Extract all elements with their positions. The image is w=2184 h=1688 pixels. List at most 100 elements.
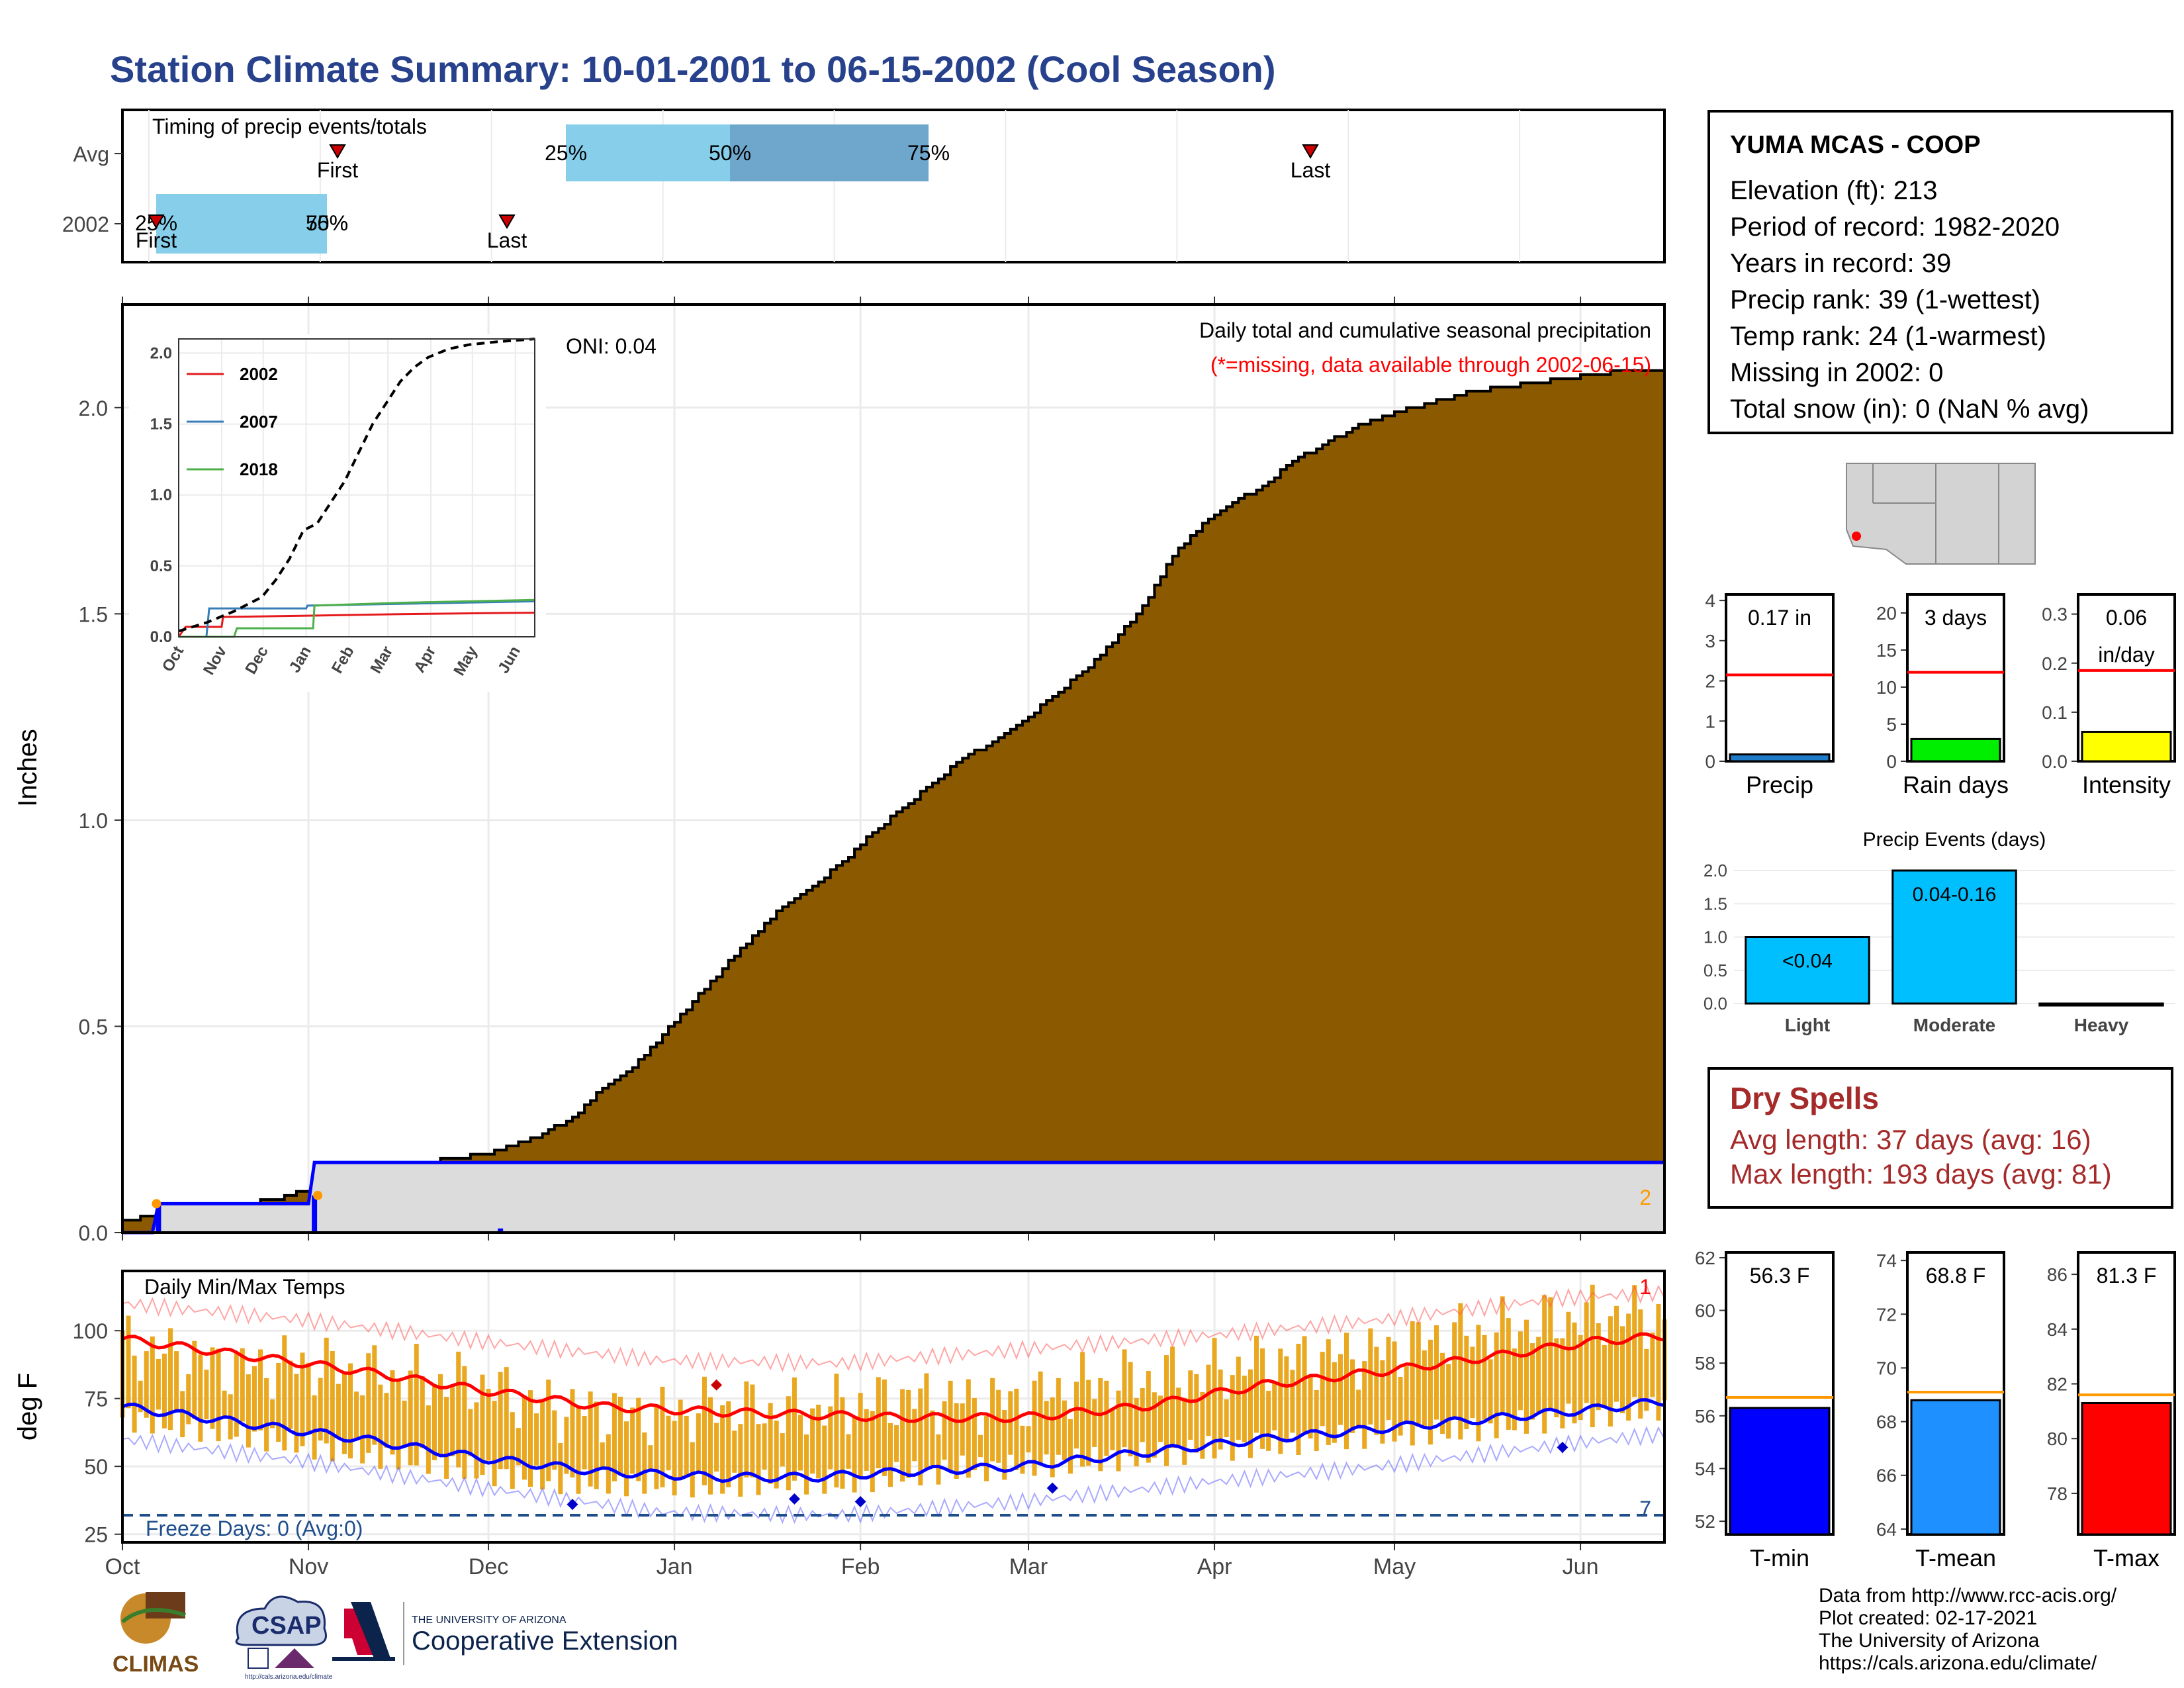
inset-legend-label: 2018 bbox=[240, 459, 278, 479]
timing-row-label: 2002 bbox=[62, 212, 109, 236]
temps-daily-bar bbox=[972, 1397, 977, 1471]
ua-big-text: Cooperative Extension bbox=[412, 1626, 678, 1656]
temp-small-panel-ytick-label: 58 bbox=[1695, 1353, 1715, 1374]
temps-daily-bar bbox=[1116, 1390, 1121, 1472]
temp-small-panel-name: T-max bbox=[2093, 1544, 2160, 1571]
temps-xtick-label: Apr bbox=[1197, 1554, 1232, 1579]
temps-daily-bar bbox=[912, 1409, 917, 1462]
temp-small-panel-ytick-label: 56 bbox=[1695, 1406, 1715, 1427]
precip-small-panel-ytick-label: 0.0 bbox=[2042, 751, 2068, 772]
temps-daily-bar bbox=[366, 1353, 371, 1453]
temps-daily-bar bbox=[354, 1391, 359, 1439]
temps-daily-bar bbox=[834, 1374, 839, 1488]
precip-small-panel-name: Intensity bbox=[2082, 771, 2171, 798]
dry-spells-box: Dry Spells Avg length: 37 days (avg: 16)… bbox=[1707, 1067, 2173, 1209]
temps-daily-bar bbox=[1650, 1332, 1655, 1397]
temps-daily-bar bbox=[474, 1402, 479, 1479]
temps-daily-bar bbox=[546, 1380, 551, 1481]
temps-daily-bar bbox=[1308, 1377, 1313, 1439]
temps-daily-bar bbox=[1278, 1348, 1283, 1454]
temps-daily-bar bbox=[1374, 1346, 1379, 1435]
temps-daily-bar bbox=[1470, 1346, 1475, 1419]
precip-annotation-missing: (*=missing, data available through 2002-… bbox=[1210, 353, 1651, 377]
timing-2002-first-label: First bbox=[136, 228, 177, 252]
temp-small-panel-bar bbox=[2081, 1401, 2172, 1536]
temps-daily-bar bbox=[1008, 1391, 1013, 1455]
temps-ylabel: deg F bbox=[13, 1373, 42, 1440]
temps-daily-bar bbox=[1554, 1338, 1559, 1418]
temps-daily-bar bbox=[570, 1389, 575, 1477]
temps-xtick-label: May bbox=[1373, 1554, 1416, 1579]
temps-daily-bar bbox=[876, 1377, 881, 1469]
inset-ytick-label: 2.0 bbox=[150, 344, 172, 362]
temp-small-panel-name: T-min bbox=[1750, 1544, 1809, 1571]
temps-daily-bar bbox=[1500, 1296, 1505, 1413]
temps-daily-bar bbox=[642, 1432, 647, 1494]
station-info-line: Temp rank: 24 (1-warmest) bbox=[1730, 322, 2046, 351]
precip-small-panel-value-label: 3 days bbox=[1925, 606, 1987, 630]
temps-daily-bar bbox=[840, 1397, 845, 1489]
csap-url: http://cals.arizona.edu/climate bbox=[245, 1673, 333, 1681]
temps-daily-bar bbox=[216, 1348, 221, 1442]
temps-daily-bar bbox=[714, 1423, 719, 1472]
precip-daily-bar bbox=[312, 1195, 318, 1233]
temps-daily-bar bbox=[732, 1430, 737, 1473]
precip-small-panel-name: Rain days bbox=[1903, 771, 2009, 798]
csap-logo: CSAP http://cals.arizona.edu/climate bbox=[235, 1595, 333, 1681]
temps-daily-bar bbox=[300, 1352, 305, 1446]
temps-daily-bar bbox=[1182, 1397, 1187, 1465]
temps-panel-title: Daily Min/Max Temps bbox=[144, 1275, 345, 1299]
temps-corner-bottom-label: 7 bbox=[1639, 1497, 1651, 1521]
temps-xtick-label: Mar bbox=[1009, 1554, 1048, 1579]
temps-daily-bar bbox=[348, 1363, 353, 1459]
temps-daily-bar bbox=[1433, 1325, 1439, 1420]
temps-daily-bar bbox=[432, 1384, 437, 1460]
temps-daily-bar bbox=[1068, 1419, 1073, 1474]
inset-legend-label: 2007 bbox=[240, 412, 278, 432]
precip-events-ytick-label: 0.0 bbox=[1704, 994, 1727, 1013]
temps-daily-bar bbox=[750, 1384, 755, 1477]
temps-daily-bar bbox=[1044, 1401, 1049, 1455]
temps-daily-bar bbox=[444, 1397, 449, 1479]
precip-small-panel-ytick-label: 0 bbox=[1705, 751, 1715, 772]
temps-avg-min-line bbox=[122, 1398, 1665, 1483]
temps-daily-bar bbox=[294, 1374, 299, 1453]
temps-daily-bar bbox=[1524, 1319, 1529, 1434]
temps-daily-bar bbox=[1404, 1366, 1409, 1421]
temps-daily-bar bbox=[1614, 1305, 1619, 1402]
temps-daily-bar bbox=[276, 1362, 281, 1442]
precip-small-panel-ytick-label: 1 bbox=[1705, 711, 1715, 731]
temps-daily-bar bbox=[1236, 1356, 1241, 1440]
freeze-days-label: Freeze Days: 0 (Avg:0) bbox=[146, 1517, 363, 1540]
credit-line: The University of Arizona bbox=[1819, 1630, 2040, 1652]
temps-daily-bar bbox=[450, 1387, 455, 1456]
precip-events-category-label: Light bbox=[1785, 1015, 1830, 1035]
precip-events-ytick-label: 1.0 bbox=[1704, 927, 1727, 947]
precip-small-panel-ytick-label: 10 bbox=[1876, 677, 1897, 698]
inset-ytick-label: 0.0 bbox=[150, 628, 172, 646]
temps-daily-bar bbox=[1164, 1355, 1169, 1466]
temps-daily-bar bbox=[948, 1380, 953, 1472]
temps-daily-bar bbox=[930, 1410, 935, 1466]
temps-daily-bar bbox=[1032, 1380, 1037, 1476]
temps-corner-top-label: 1 bbox=[1639, 1275, 1651, 1299]
temp-small-panel-ytick-label: 52 bbox=[1695, 1511, 1715, 1532]
temps-daily-bar bbox=[1152, 1392, 1157, 1458]
station-location-marker bbox=[1852, 532, 1861, 541]
temps-daily-bar bbox=[726, 1401, 731, 1487]
temps-daily-bar bbox=[1530, 1343, 1535, 1420]
temps-daily-bar bbox=[1638, 1309, 1643, 1419]
precip-small-panel-ytick-label: 5 bbox=[1886, 714, 1897, 735]
temps-daily-bar bbox=[1128, 1362, 1133, 1457]
inset-frame bbox=[178, 338, 535, 637]
temps-daily-bar bbox=[174, 1351, 179, 1412]
temps-daily-bar bbox=[486, 1388, 491, 1461]
map-region bbox=[1846, 463, 2036, 565]
temps-daily-bar bbox=[960, 1403, 965, 1456]
precip-small-panel-bar bbox=[1910, 737, 2001, 763]
temps-daily-bar bbox=[864, 1409, 869, 1471]
precip-avg-cumulative-area bbox=[121, 369, 1666, 1234]
temps-daily-bar bbox=[258, 1349, 263, 1430]
climas-logo: CLIMAS bbox=[113, 1592, 199, 1677]
temps-daily-bar bbox=[810, 1408, 815, 1474]
